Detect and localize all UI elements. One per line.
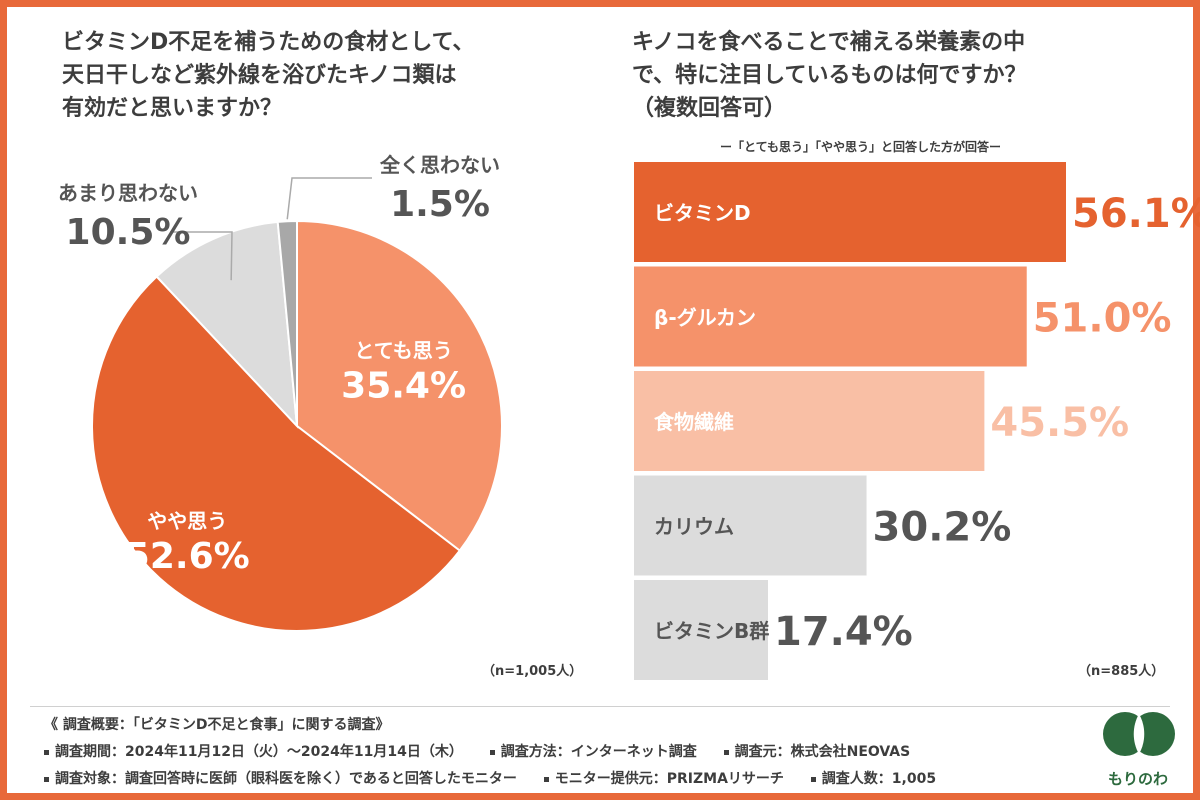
survey-method: 調査方法：インターネット調査	[489, 741, 697, 761]
bar-value-label-5: 17.4%	[774, 609, 913, 655]
bar-5	[634, 580, 768, 680]
survey-summary-heading: 《 調査概要：「ビタミンD不足と食事」に関する調査》	[44, 717, 390, 733]
bar-respondent-note: ー「とても思う」「やや思う」と回答した方が回答ー	[720, 140, 1002, 154]
bar-value-label-3: 45.5%	[990, 400, 1129, 446]
pie-slice-3	[155, 220, 299, 429]
pie-chart: とても思う 35.4% やや思う 52.6% あまり思わない 10.5% 全く思わない 1.5…	[58, 153, 503, 632]
pie-label-value-1: 35.4%	[341, 365, 466, 406]
green-leaf-logo-icon	[1103, 712, 1175, 756]
survey-panel-provider: モニター提供元：PRIZMAリサーチ	[543, 768, 784, 788]
footer-divider	[30, 706, 1170, 707]
survey-respondent-count: 調査人数：1,005	[810, 768, 936, 788]
brand-logo: もりのわ	[1098, 700, 1178, 792]
pie-slice-1	[296, 219, 503, 553]
pie-leader-line-3	[170, 231, 233, 281]
bar-value-label-2: 51.0%	[1033, 296, 1172, 342]
pie-label-category-2: やや思う	[147, 509, 227, 533]
pie-label-value-2: 52.6%	[125, 536, 250, 577]
survey-detail-line-1: 調査期間：2024年11月12日（火）〜2024年11月14日（木） 調査方法：…	[44, 741, 932, 761]
pie-label-value-4: 1.5%	[390, 184, 490, 225]
pie-label-category-4: 全く思わない	[379, 153, 500, 177]
pie-label-value-3: 10.5%	[66, 212, 191, 253]
pie-sample-size: （n=1,005人）	[482, 664, 583, 679]
bar-chart: ビタミンD 56.1% β-グルカン 51.0% 食物繊維 45.5% カリウム 30.2% ビ…	[634, 162, 1200, 680]
pie-question-title: ビタミンD不足を補うための食材として、 天日干しなど紫外線を浴びたキノコ類は 有…	[62, 30, 475, 121]
logo-wordmark: もりのわ	[1107, 770, 1168, 788]
pie-label-category-3: あまり思わない	[58, 181, 198, 205]
bar-category-label-4: カリウム	[654, 515, 734, 539]
bar-category-label-3: 食物繊維	[654, 410, 734, 434]
survey-period: 調査期間：2024年11月12日（火）〜2024年11月14日（木）	[44, 741, 463, 761]
bar-value-label-1: 56.1%	[1072, 191, 1200, 237]
pie-slice-4	[276, 219, 298, 427]
bar-category-label-1: ビタミンD	[654, 201, 751, 225]
survey-target: 調査対象：調査回答時に医師（眼科医を除く）であると回答したモニター	[44, 768, 517, 788]
bar-3	[634, 371, 985, 471]
pie-slice-2	[91, 275, 462, 632]
bar-question-title: キノコを食べることで補える栄養素の中 で、特に注目しているものは何ですか？ （複…	[632, 30, 1027, 121]
bar-category-label-2: β-グルカン	[654, 306, 756, 330]
pie-label-category-1: とても思う	[354, 338, 452, 362]
survey-source: 調査元：株式会社NEOVAS	[723, 741, 910, 761]
bar-4	[634, 475, 867, 576]
survey-detail-line-2: 調査対象：調査回答時に医師（眼科医を除く）であると回答したモニター モニター提供…	[44, 768, 958, 788]
bar-category-label-5: ビタミンB群	[654, 619, 769, 643]
bar-value-label-4: 30.2%	[873, 505, 1012, 551]
bar-2	[634, 266, 1027, 367]
pie-leader-line-4	[286, 177, 372, 220]
bar-1	[634, 162, 1066, 262]
bar-sample-size: （n=885人）	[1078, 664, 1165, 679]
